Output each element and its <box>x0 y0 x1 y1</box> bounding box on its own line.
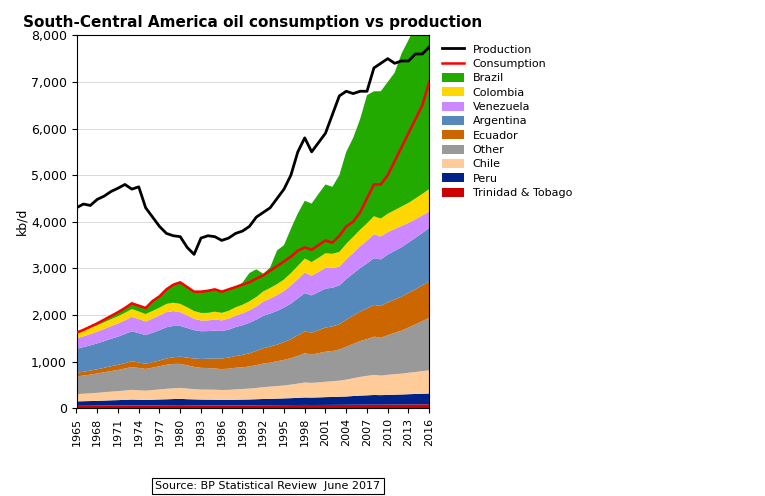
Legend: Production, Consumption, Brazil, Colombia, Venezuela, Argentina, Ecuador, Other,: Production, Consumption, Brazil, Colombi… <box>438 41 575 201</box>
Y-axis label: kb/d: kb/d <box>15 208 28 236</box>
Text: Source: BP Statistical Review  June 2017: Source: BP Statistical Review June 2017 <box>155 481 380 491</box>
Title: South-Central America oil consumption vs production: South-Central America oil consumption vs… <box>23 15 483 30</box>
